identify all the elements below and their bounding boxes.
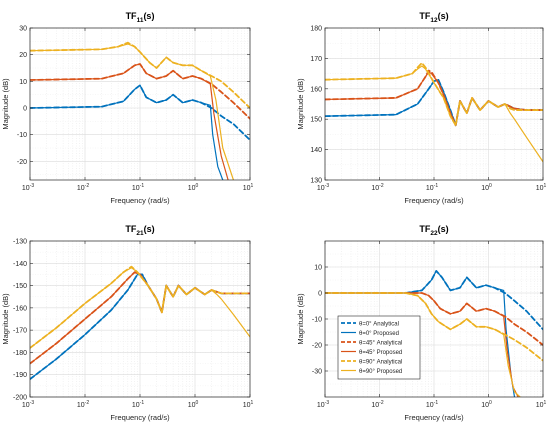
x-tick-label: 101	[243, 400, 254, 409]
chart-title: TF21(s)	[125, 224, 154, 237]
chart-title: TF12(s)	[419, 11, 448, 24]
x-tick-label: 10-3	[22, 183, 34, 192]
y-tick-label: 180	[310, 26, 322, 33]
y-tick-label: -180	[13, 350, 27, 357]
x-tick-label: 100	[481, 400, 492, 409]
y-tick-label: -140	[13, 261, 27, 268]
legend: θ=0° Analytical θ=0° Proposed θ=45° Analyt…	[337, 315, 421, 380]
subplot-1: -20 -10 0 10 20 30 10-3 10-2 10-1 100 101 TF11(s) Fr…	[1, 11, 254, 205]
x-axis-label: Frequency (rad/s)	[110, 413, 170, 422]
x-tick-label: 10-2	[77, 400, 89, 409]
y-tick-label: -150	[13, 283, 27, 290]
grid	[324, 27, 544, 181]
x-tick-label: 101	[536, 400, 547, 409]
x-tick-label: 101	[536, 183, 547, 192]
subplot-3: -200 -190 -180 -170 -160 -150 -140 -130 10-3 10-2…	[1, 224, 254, 422]
series-line-2-solid	[325, 270, 516, 397]
x-tick-label: 100	[188, 183, 199, 192]
subplot-4: -30 -20 -10 0 10 10-3 10-2 10-1 100 101 TF22(s) Fre…	[296, 224, 547, 422]
y-tick-label: -20	[312, 343, 322, 350]
series-line-6-solid	[325, 292, 521, 397]
series-group	[30, 41, 250, 180]
legend-entry: θ=0° Proposed	[359, 331, 399, 337]
x-tick-label: 10-2	[371, 183, 383, 192]
y-tick-label: 130	[310, 178, 322, 185]
y-tick-label: -200	[13, 395, 27, 402]
y-tick-label: 0	[318, 291, 322, 298]
legend-entry: θ=45° Analytical	[359, 340, 402, 346]
legend-entry: θ=0° Analytical	[359, 321, 399, 327]
x-tick-label: 10-2	[77, 183, 89, 192]
y-tick-label: 10	[314, 265, 322, 272]
x-tick-label: 10-1	[132, 400, 144, 409]
y-axis-label: Magnitude (dB)	[296, 78, 305, 130]
x-tick-label: 10-1	[426, 183, 438, 192]
y-tick-label: 10	[19, 79, 27, 86]
y-tick-label: 150	[310, 117, 322, 124]
x-tick-label: 100	[481, 183, 492, 192]
legend-entry: θ=90° Proposed	[359, 369, 402, 375]
series-group	[325, 62, 543, 163]
y-tick-label: 30	[19, 26, 27, 33]
y-tick-label: 140	[310, 147, 322, 154]
x-tick-label: 10-2	[371, 400, 383, 409]
series-line-2-solid	[30, 84, 224, 180]
x-tick-label: 101	[243, 183, 254, 192]
y-tick-label: -10	[312, 317, 322, 324]
x-axis-label: Frequency (rad/s)	[404, 196, 464, 205]
series-group	[30, 265, 250, 381]
series-line-6-solid	[30, 43, 235, 180]
subplot-2: 130 140 150 160 170 180 10-3 10-2 10-1 100 101 TF12…	[296, 11, 547, 205]
x-tick-label: 10-3	[22, 400, 34, 409]
series-line-5-dashed	[325, 62, 543, 127]
x-axis-label: Frequency (rad/s)	[110, 196, 170, 205]
y-tick-label: 160	[310, 86, 322, 93]
series-line-4-solid	[30, 63, 229, 180]
y-axis-label: Magnitude (dB)	[1, 78, 10, 130]
series-group	[325, 269, 543, 397]
series-line-4-solid	[325, 292, 519, 397]
x-tick-label: 100	[188, 400, 199, 409]
y-tick-label: -170	[13, 328, 27, 335]
y-tick-label: 170	[310, 56, 322, 63]
x-tick-label: 10-1	[426, 400, 438, 409]
y-tick-label: -160	[13, 305, 27, 312]
y-tick-label: 20	[19, 52, 27, 59]
y-axis-label: Magnitude (dB)	[1, 293, 10, 345]
x-axis-label: Frequency (rad/s)	[404, 413, 464, 422]
legend-box	[337, 315, 421, 380]
y-tick-label: -20	[17, 159, 27, 166]
chart-title: TF22(s)	[419, 224, 448, 237]
y-axis-label: Magnitude (dB)	[296, 293, 305, 345]
y-tick-label: -190	[13, 372, 27, 379]
series-line-6-solid	[30, 267, 250, 349]
chart-title: TF11(s)	[126, 11, 155, 24]
y-tick-label: -30	[312, 369, 322, 376]
y-tick-label: -130	[13, 239, 27, 246]
legend-entry: θ=90° Analytical	[359, 359, 402, 365]
x-tick-label: 10-1	[132, 183, 144, 192]
y-tick-label: 0	[23, 106, 27, 113]
x-tick-label: 10-3	[317, 183, 329, 192]
x-tick-label: 10-3	[317, 400, 329, 409]
series-line-6-solid	[325, 65, 543, 163]
y-tick-label: -10	[17, 132, 27, 139]
grid	[29, 240, 251, 398]
legend-entry: θ=45° Proposed	[359, 350, 402, 356]
